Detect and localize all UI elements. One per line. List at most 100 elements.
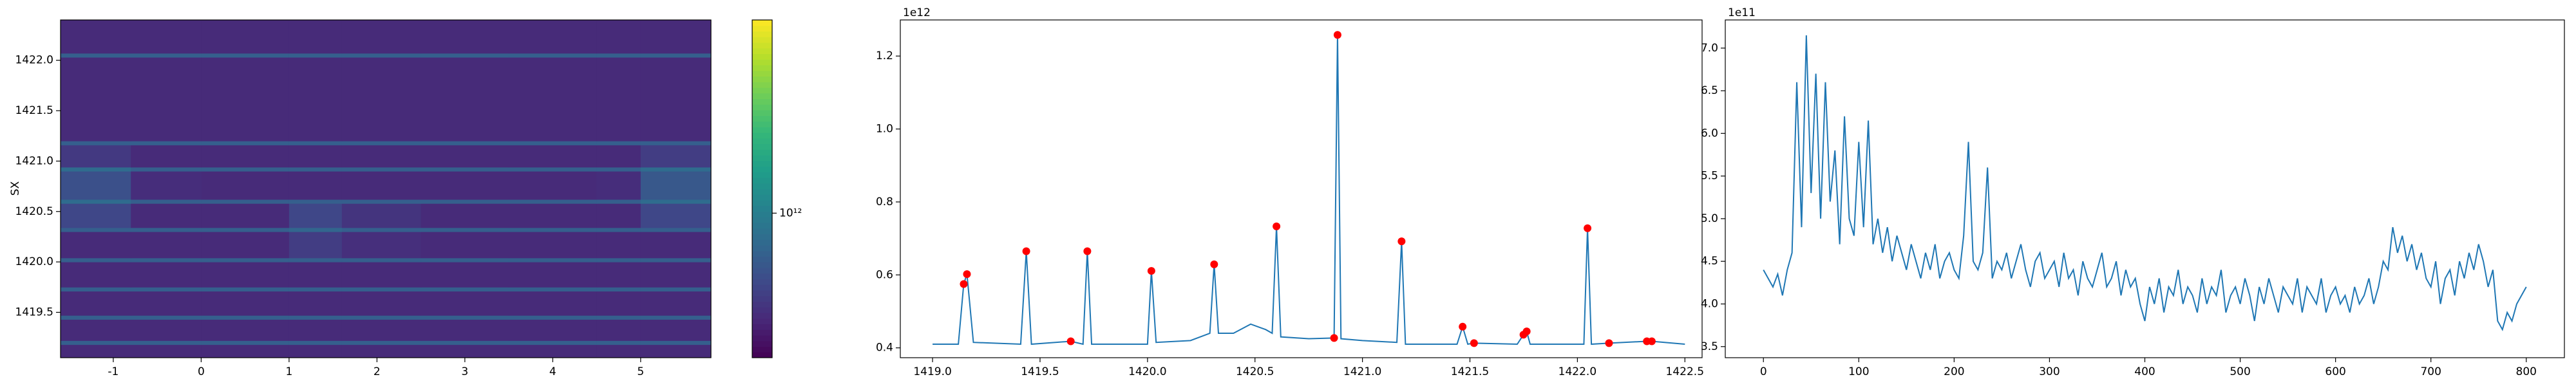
heatmap-cell [289,319,343,341]
x-tick-label: 700 [2420,365,2441,378]
peak-marker [1397,237,1406,246]
heatmap-cell [640,340,711,345]
x-tick-label: 4 [549,365,556,378]
heatmap-cell [131,57,202,142]
heatmap-cell [131,257,202,262]
heatmap-cell [640,203,711,228]
colorbar-segment [752,335,772,342]
x-tick-label: 500 [2230,365,2250,378]
heatmap-cell [131,167,202,172]
heatmap-cell [131,291,202,316]
heatmap-cell [421,232,509,259]
heatmap-cell [640,315,711,320]
heatmap-cell [509,257,598,262]
heatmap-cell [61,145,131,168]
colorbar-segment [752,346,772,353]
heatmap-cell [201,262,290,288]
heatmap-cell [421,141,509,145]
peak-marker [1522,327,1531,336]
colorbar-segment [752,25,772,32]
colorbar-segment [752,256,772,262]
colorbar-segment [752,20,772,26]
peak-marker [1273,222,1281,230]
heatmap-cell [640,57,711,142]
x-tick-label: 1422.0 [1558,365,1596,378]
x-tick-label: 3 [461,365,468,378]
heatmap-cell [201,232,290,259]
heatmap-cell [289,57,343,142]
heatmap-cell [640,287,711,292]
heatmap-cell [341,257,422,262]
heatmap-cell [289,20,343,54]
heatmap-cell [640,319,711,341]
y-tick-label: 4.5 [1701,255,1718,268]
x-tick-label: 1421.5 [1451,365,1489,378]
heatmap-cell [289,257,343,262]
heatmap-cell [509,203,598,228]
heatmap-cell [131,145,202,168]
heatmap-cell [341,232,422,259]
heatmap-cell [289,145,343,168]
heatmap-cell [201,141,290,145]
heatmap-cell [289,53,343,58]
colorbar-segment [752,127,772,133]
colorbar-segment [752,329,772,336]
colorbar-segment [752,65,772,71]
heatmap-cell [131,232,202,259]
heatmap-cell [289,291,343,316]
heatmap-cell [341,199,422,204]
heatmap-cell [596,141,641,145]
heatmap-cell [131,199,202,204]
heatmap-cell [131,319,202,341]
peak-marker [1605,339,1613,347]
colorbar-segment [752,31,772,37]
heatmap-cell [596,340,641,345]
heatmap-cell [421,287,509,292]
heatmap-cell [201,20,290,54]
peak-marker [1083,247,1092,255]
heatmap-cell [289,141,343,145]
heatmap-cell [421,291,509,316]
heatmap-cell [289,167,343,172]
heatmap-cell [509,171,598,200]
heatmap-cell [201,199,290,204]
heatmap-cell [289,340,343,345]
heatmap-cell [596,199,641,204]
colorbar-segment [752,307,772,313]
heatmap-cell [341,20,422,54]
heatmap-cell [421,340,509,345]
heatmap-cell [341,291,422,316]
heatmap-cell [421,203,509,228]
colorbar-segment [752,110,772,116]
colorbar-segment [752,223,772,229]
colorbar-segment [752,98,772,105]
heatmap-cell [131,344,202,358]
peak-marker [963,270,971,279]
x-tick-label: 600 [2325,365,2345,378]
colorbar-segment [752,245,772,252]
heatmap-cell [341,141,422,145]
heatmap-cell [596,227,641,232]
heatmap-cell [509,291,598,316]
heatmap-cell [596,319,641,341]
x-tick-label: 1421.0 [1343,365,1381,378]
heatmap-cell [421,199,509,204]
heatmap-cell [596,57,641,142]
colorbar-frame [752,19,773,358]
x-tick-label: 1420.5 [1236,365,1274,378]
colorbar-segment [752,143,772,150]
offset-label: 1e11 [1728,6,1756,19]
peak-marker [1333,31,1341,39]
colorbar-segment [752,340,772,347]
colorbar-segment [752,76,772,82]
colorbar-segment [752,115,772,122]
colorbar-segment [752,178,772,184]
colorbar-segment [752,160,772,167]
heatmap-cell [341,319,422,341]
heatmap-cell [421,171,509,200]
x-tick-label: 800 [2516,365,2537,378]
heatmap-cell [61,171,131,200]
heatmap-cell [640,53,711,58]
colorbar-segment [752,133,772,139]
